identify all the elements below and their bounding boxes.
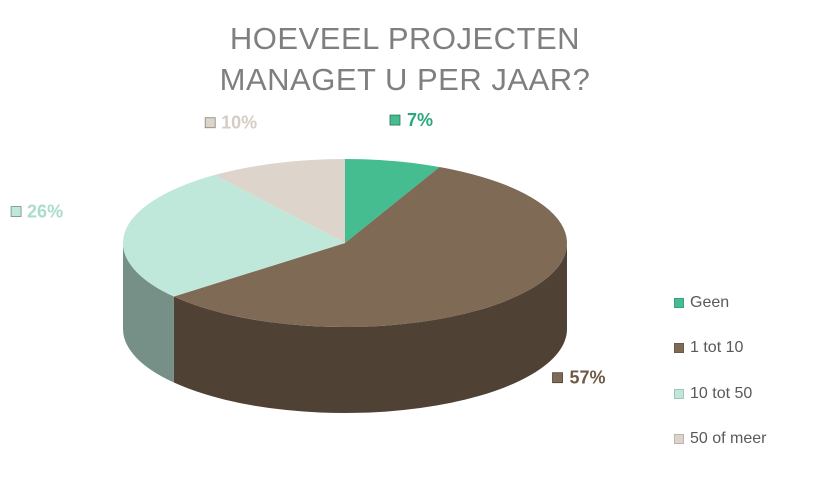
legend-label-50-of-meer: 50 of meer: [690, 430, 767, 448]
legend: Geen 1 tot 10 10 tot 50 50 of meer: [674, 280, 824, 462]
legend-swatch-geen: [674, 297, 684, 308]
pie-slices: [123, 159, 568, 327]
chart-title-line-2: MANAGET U PER JAAR?: [219, 62, 591, 97]
pie-side-1-tot-10: [173, 243, 568, 413]
chart-title: HOEVEEL PROJECTEN MANAGET U PER JAAR?: [0, 18, 810, 100]
pie-data-labels: 7% 57% 26% 10%: [10, 110, 606, 388]
legend-label-1-tot-10: 1 tot 10: [690, 339, 744, 357]
legend-label-geen: Geen: [690, 293, 730, 311]
data-label-geen: 7%: [389, 110, 433, 130]
data-label-1-tot-10: 57%: [552, 368, 606, 388]
pie-slice-10-tot-50: [123, 175, 345, 297]
legend-item-50-of-meer: 50 of meer: [674, 417, 824, 463]
data-label-marker-50-of-meer: [204, 117, 216, 129]
data-label-text-1-tot-10: 57%: [570, 368, 606, 388]
data-label-marker-geen: [389, 114, 401, 126]
legend-label-10-tot-50: 10 tot 50: [690, 384, 753, 402]
legend-item-10-tot-50: 10 tot 50: [674, 371, 824, 417]
data-label-marker-10-tot-50: [10, 206, 22, 217]
pie-sides: [122, 243, 568, 413]
pie-slice-1-tot-10: [173, 166, 568, 327]
pie-side-10-tot-50: [122, 243, 174, 383]
data-label-marker-1-tot-10: [552, 372, 563, 384]
chart-title-line-1: HOEVEEL PROJECTEN: [229, 21, 581, 56]
legend-item-geen: Geen: [674, 280, 824, 326]
data-label-50-of-meer: 10%: [204, 113, 257, 133]
data-label-10-tot-50: 26%: [10, 202, 63, 222]
data-label-text-50-of-meer: 10%: [221, 113, 257, 133]
legend-swatch-10-tot-50: [674, 388, 684, 399]
legend-item-1-tot-10: 1 tot 10: [674, 326, 824, 372]
legend-swatch-50-of-meer: [674, 434, 684, 445]
data-label-text-geen: 7%: [407, 110, 433, 130]
data-label-text-10-tot-50: 26%: [27, 202, 63, 222]
pie-slice-50-of-meer: [214, 159, 345, 243]
legend-swatch-1-tot-10: [674, 343, 684, 354]
pie-slice-geen: [345, 159, 440, 243]
